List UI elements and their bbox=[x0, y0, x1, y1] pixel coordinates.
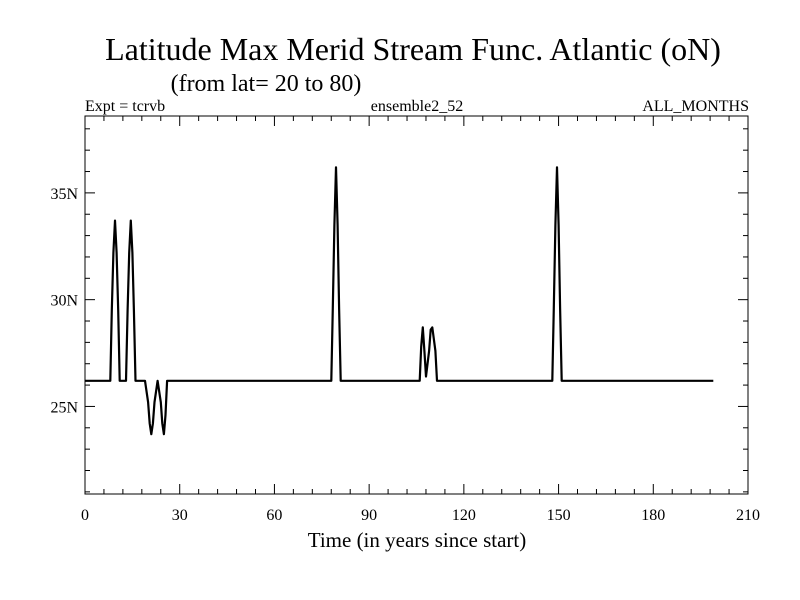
x-tick-label: 150 bbox=[547, 507, 571, 524]
x-tick-label: 30 bbox=[172, 507, 188, 524]
header-left-label: Expt = tcrvb bbox=[85, 98, 165, 115]
x-axis-label: Time (in years since start) bbox=[308, 528, 527, 552]
y-tick-labels: 25N 30N 35N bbox=[50, 186, 78, 417]
x-tick-label: 210 bbox=[736, 507, 760, 524]
header-center-label: ensemble2_52 bbox=[371, 98, 463, 115]
axis-ticks bbox=[84, 116, 749, 494]
series-line bbox=[85, 166, 714, 436]
plot-frame bbox=[84, 115, 749, 495]
x-tick-label: 90 bbox=[361, 507, 377, 524]
x-tick-label: 0 bbox=[81, 507, 89, 524]
y-tick-label: 35N bbox=[50, 186, 78, 203]
x-tick-label: 180 bbox=[641, 507, 665, 524]
y-tick-label: 30N bbox=[50, 293, 78, 310]
x-tick-label: 60 bbox=[266, 507, 282, 524]
x-tick-labels: 0 30 60 90 120 150 180 210 bbox=[81, 507, 760, 524]
chart-title: Latitude Max Merid Stream Func. Atlantic… bbox=[105, 31, 721, 67]
header-right-label: ALL_MONTHS bbox=[642, 98, 749, 115]
x-tick-label: 120 bbox=[452, 507, 476, 524]
y-tick-label: 25N bbox=[50, 399, 78, 416]
chart-subtitle: (from lat= 20 to 80) bbox=[171, 71, 362, 97]
series-group bbox=[85, 166, 714, 436]
